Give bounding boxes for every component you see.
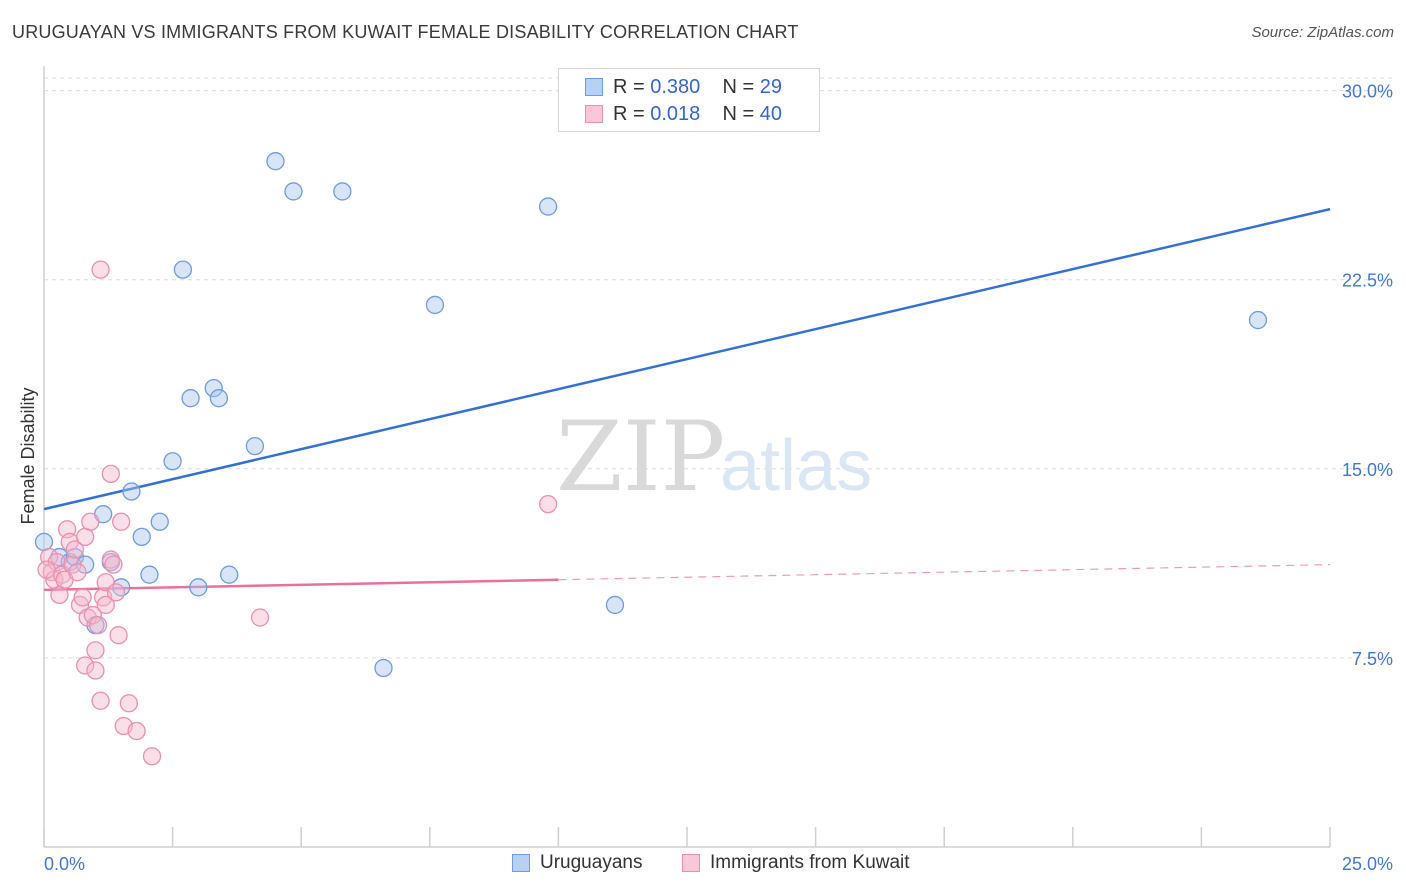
uruguayan-point xyxy=(220,565,239,584)
kuwait-point xyxy=(101,550,121,569)
kuwait-point xyxy=(127,721,146,741)
uruguayan-point xyxy=(122,482,141,501)
trend-line-0 xyxy=(43,207,1331,511)
y-tick-label: 15.0% xyxy=(1342,460,1393,480)
axes xyxy=(43,66,1331,848)
uruguayan-point xyxy=(181,389,200,408)
bottom-legend-uruguayans: Uruguayans xyxy=(512,852,642,874)
kuwait-point xyxy=(81,512,100,531)
uruguayan-point xyxy=(1248,310,1268,330)
watermark-atlas: atlas xyxy=(720,426,872,506)
legend-n-value: 40 xyxy=(759,102,783,125)
kuwait-point xyxy=(106,583,126,602)
uruguayan-point xyxy=(189,578,208,597)
kuwait-point xyxy=(65,540,85,559)
legend-n-label: N = xyxy=(722,75,755,98)
kuwait-point xyxy=(109,626,128,645)
legend-n-value: 29 xyxy=(759,75,783,98)
kuwait-point xyxy=(101,464,121,483)
kuwait-point xyxy=(88,615,108,635)
kuwait-point xyxy=(538,494,558,514)
y-tick-label: 30.0% xyxy=(1342,82,1393,102)
kuwait-point xyxy=(37,560,56,579)
kuwait-point xyxy=(76,656,95,675)
pink-swatch xyxy=(585,105,603,123)
uruguayan-point xyxy=(538,197,558,216)
uruguayan-point xyxy=(266,152,285,171)
uruguayan-point xyxy=(209,389,229,408)
uruguayan-point xyxy=(333,182,352,201)
x-tick-label: 25.0% xyxy=(1342,854,1393,874)
blue-swatch xyxy=(512,854,530,872)
y-tick-label: 22.5% xyxy=(1342,271,1393,291)
uruguayan-point xyxy=(605,595,625,615)
pink-swatch xyxy=(682,854,700,872)
uruguayan-point xyxy=(245,436,265,456)
uruguayan-point xyxy=(163,452,182,471)
uruguayan-point xyxy=(34,532,54,552)
legend-r-value: 0.380 xyxy=(650,75,701,98)
kuwait-point xyxy=(86,641,105,660)
kuwait-point xyxy=(250,608,270,627)
bottom-legend-label: Uruguayans xyxy=(540,852,643,873)
trend-lines xyxy=(43,207,1331,592)
legend-row-kuwait: R = 0.018 N = 40 xyxy=(585,102,782,126)
source-credit: Source: ZipAtlas.com xyxy=(1251,24,1394,41)
bottom-legend-label: Immigrants from Kuwait xyxy=(710,852,910,873)
watermark: ZIP atlas xyxy=(556,401,872,513)
uruguayan-point xyxy=(173,260,193,279)
legend-r-label: R = xyxy=(613,75,645,98)
y-tick-label: 7.5% xyxy=(1352,649,1393,669)
gridlines xyxy=(44,77,1395,659)
uruguayan-point xyxy=(76,555,95,574)
legend-row-uruguayans: R = 0.380 N = 29 xyxy=(585,75,782,99)
kuwait-point xyxy=(112,512,131,531)
kuwait-point xyxy=(91,691,110,710)
legend-r-value: 0.018 xyxy=(650,102,701,125)
y-axis-title: Female Disability xyxy=(18,387,38,524)
bottom-legend-kuwait: Immigrants from Kuwait xyxy=(682,852,910,874)
kuwait-point xyxy=(119,694,139,713)
kuwait-point xyxy=(50,585,69,605)
data-points xyxy=(34,152,1268,766)
kuwait-point xyxy=(104,555,123,574)
uruguayan-point xyxy=(132,527,151,547)
kuwait-point xyxy=(73,588,92,607)
uruguayan-point xyxy=(374,658,393,678)
chart-title: URUGUAYAN VS IMMIGRANTS FROM KUWAIT FEMA… xyxy=(12,22,799,42)
uruguayan-point xyxy=(284,182,303,201)
kuwait-point xyxy=(96,595,115,615)
blue-swatch xyxy=(585,78,603,96)
uruguayan-point xyxy=(425,295,445,315)
x-tick-label: 0.0% xyxy=(44,854,85,874)
watermark-zip: ZIP xyxy=(556,401,725,513)
legend-r-label: R = xyxy=(613,102,645,125)
kuwait-point xyxy=(76,527,95,547)
kuwait-point xyxy=(83,605,103,625)
uruguayan-point xyxy=(204,378,223,398)
stats-legend: R = 0.380 N = 29 R = 0.018 N = 40 xyxy=(558,68,820,132)
uruguayan-point xyxy=(150,512,169,531)
kuwait-point xyxy=(86,661,105,680)
kuwait-point xyxy=(142,747,162,766)
trend-line-extension-1 xyxy=(558,564,1331,581)
uruguayan-point xyxy=(140,565,159,584)
kuwait-point xyxy=(68,563,87,582)
legend-n-label: N = xyxy=(722,102,755,125)
kuwait-point xyxy=(91,260,110,279)
axis-labels: 7.5% 15.0% 22.5% 30.0% 0.0% 25.0% Female Disab… xyxy=(18,82,1393,874)
